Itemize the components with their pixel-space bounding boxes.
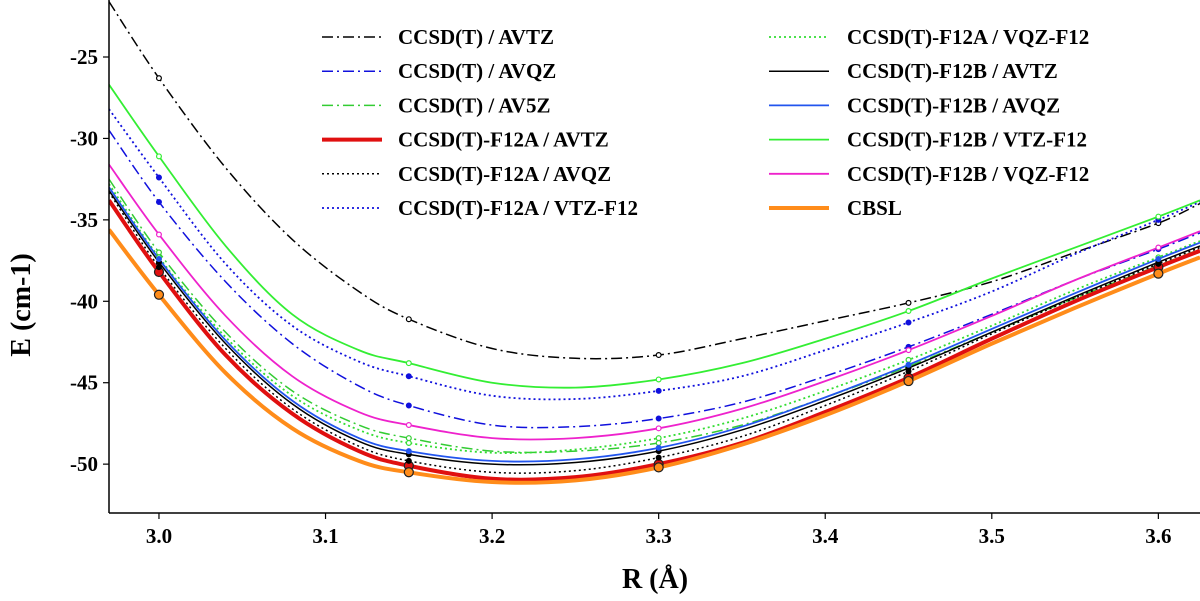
data-point-s10-8 <box>655 376 662 383</box>
legend: CCSD(T) / AVTZ CCSD(T) / AVQZ CCSD(T) / AV… <box>322 25 1089 220</box>
x-tick-label: 3.3 <box>646 524 672 548</box>
data-point-s5-5 <box>405 457 412 464</box>
data-point-s6-1 <box>155 174 162 181</box>
legend-label-1: CCSD(T) / AVTZ <box>398 25 554 49</box>
legend-label-10: CCSD(T)-F12B / VTZ-F12 <box>847 128 1087 152</box>
legend-label-6: CCSD(T)-F12A / VTZ-F12 <box>398 196 638 220</box>
y-tick-label: -25 <box>70 45 98 69</box>
data-point-s11-1 <box>155 231 162 238</box>
y-axis-title: E (cm-1) <box>6 253 37 356</box>
data-point-s3-5 <box>405 435 412 442</box>
data-point-s12-14 <box>1153 268 1164 279</box>
y-tick-label: -45 <box>70 371 98 395</box>
data-point-s1-5 <box>405 316 412 323</box>
data-point-s12-5 <box>403 467 414 478</box>
x-tick-label: 3.6 <box>1145 524 1171 548</box>
data-point-s11-8 <box>655 425 662 432</box>
data-point-s2-5 <box>405 402 412 409</box>
data-point-s5-8 <box>655 454 662 461</box>
data-point-s1-1 <box>155 75 162 82</box>
data-point-s9-5 <box>405 448 412 455</box>
data-point-s1-11 <box>905 299 912 306</box>
legend-label-11: CCSD(T)-F12B / VQZ-F12 <box>847 162 1089 186</box>
x-tick-label: 3.1 <box>312 524 338 548</box>
axes-layer: 3.0 3.1 3.2 3.3 3.4 3.5 3.6 -25 -30 -35 -40 -45 -50 <box>70 0 1200 548</box>
data-point-s10-5 <box>405 360 412 367</box>
data-point-s9-8 <box>655 444 662 451</box>
data-point-s9-11 <box>905 361 912 368</box>
data-point-s7-11 <box>905 356 912 363</box>
series-line-12 <box>109 228 1200 485</box>
data-point-s12-8 <box>653 462 664 473</box>
x-tick-label: 3.4 <box>812 524 839 548</box>
data-point-s10-11 <box>905 308 912 315</box>
legend-label-12: CBSL <box>847 196 902 220</box>
data-point-s7-8 <box>655 435 662 442</box>
series-line-4 <box>109 199 1200 482</box>
data-point-s6-8 <box>655 387 662 394</box>
series-layer <box>109 1 1200 485</box>
data-point-s3-1 <box>155 249 162 256</box>
data-point-s2-1 <box>155 198 162 205</box>
data-point-s10-14 <box>1155 213 1162 220</box>
x-tick-label: 3.5 <box>979 524 1005 548</box>
data-point-s12-1 <box>153 289 165 300</box>
x-tick-label: 3.0 <box>146 524 172 548</box>
data-point-s10-1 <box>155 153 162 160</box>
legend-label-4: CCSD(T)-F12A / AVTZ <box>398 128 609 152</box>
series-line-11 <box>109 163 1200 441</box>
marker-layer <box>153 75 1164 478</box>
series-line-8 <box>109 190 1200 466</box>
series-line-2 <box>109 129 1200 429</box>
data-point-s1-8 <box>655 352 662 359</box>
data-point-s11-11 <box>905 347 912 354</box>
y-tick-label: -50 <box>70 452 98 476</box>
data-point-s11-5 <box>405 422 412 429</box>
legend-label-8: CCSD(T)-F12B / AVTZ <box>847 59 1058 83</box>
x-axis-title: R (Å) <box>622 564 688 595</box>
data-point-s5-1 <box>155 264 162 271</box>
data-point-s2-8 <box>655 415 662 422</box>
data-point-s6-5 <box>405 373 412 380</box>
legend-label-9: CCSD(T)-F12B / AVQZ <box>847 93 1060 117</box>
data-point-s7-5 <box>405 439 412 446</box>
data-point-s12-11 <box>903 375 914 387</box>
data-point-s9-14 <box>1155 255 1162 262</box>
series-line-1 <box>109 1 1200 360</box>
legend-label-7: CCSD(T)-F12A / VQZ-F12 <box>847 25 1089 49</box>
y-tick-label: -35 <box>70 208 98 232</box>
data-point-s11-14 <box>1155 244 1162 251</box>
legend-label-2: CCSD(T) / AVQZ <box>398 59 556 83</box>
series-line-6 <box>109 108 1200 401</box>
legend-label-3: CCSD(T) / AV5Z <box>398 93 550 117</box>
series-line-7 <box>109 183 1200 454</box>
data-point-s9-1 <box>155 255 162 262</box>
legend-label-5: CCSD(T)-F12A / AVQZ <box>398 162 611 186</box>
series-line-10 <box>109 84 1200 389</box>
y-tick-label: -30 <box>70 126 98 150</box>
y-tick-label: -40 <box>70 289 98 313</box>
data-point-s3-8 <box>655 439 662 446</box>
x-tick-label: 3.2 <box>479 524 505 548</box>
series-line-5 <box>109 191 1200 474</box>
series-line-9 <box>109 186 1200 463</box>
data-point-s6-11 <box>905 319 912 326</box>
